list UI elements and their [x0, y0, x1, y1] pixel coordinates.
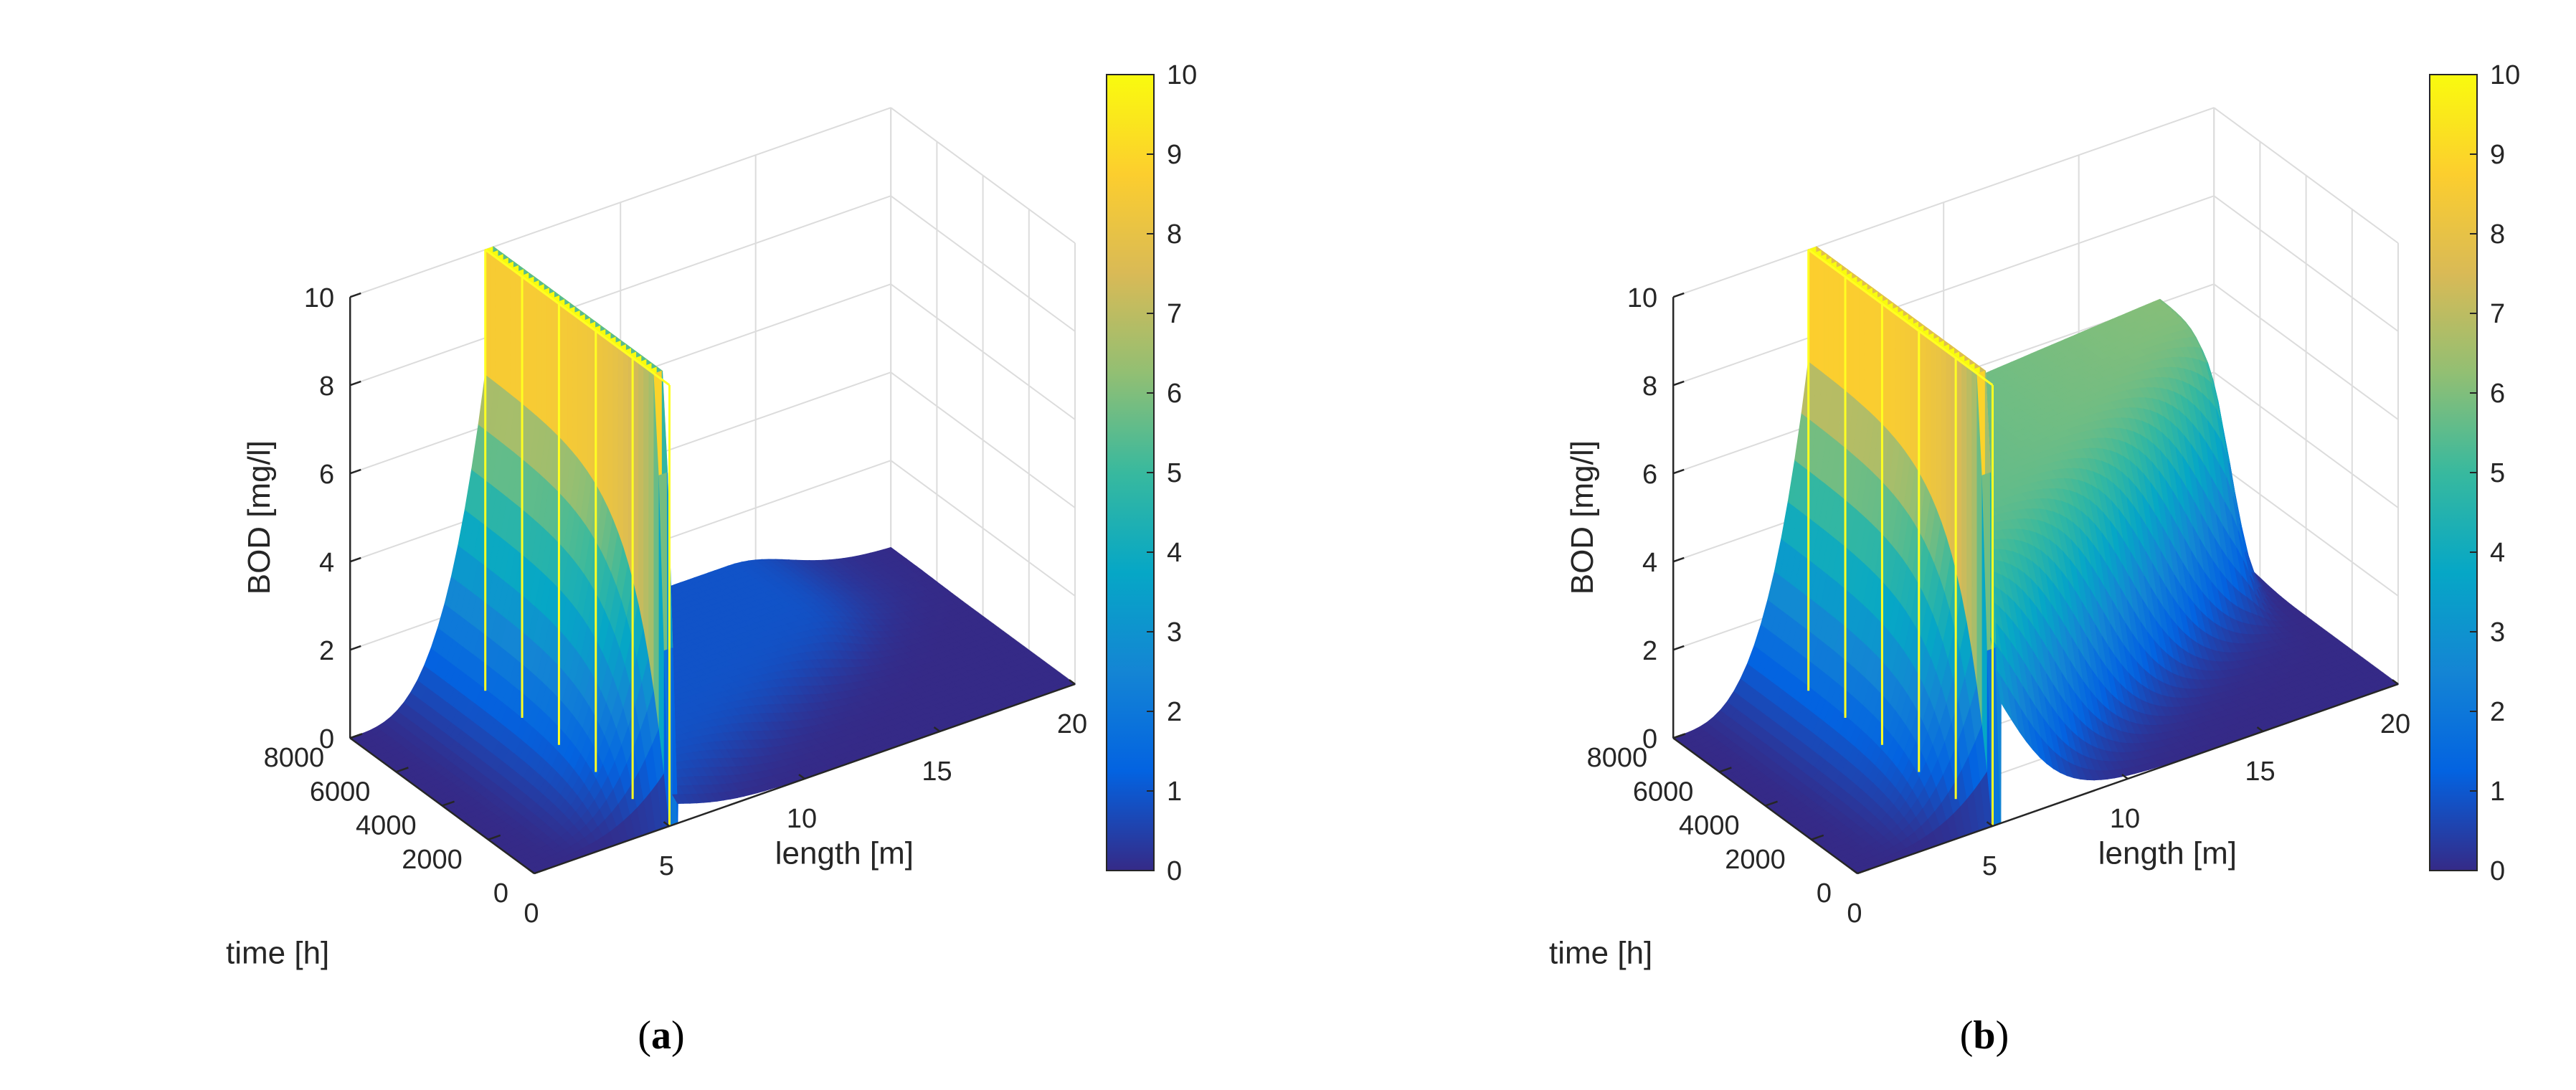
y-axis-label: time [h] — [226, 936, 329, 971]
surface-patch — [505, 264, 512, 395]
x-tick-label: 20 — [1057, 709, 1087, 739]
x-tick-label: 5 — [659, 851, 674, 881]
z-axis-label: BOD [mg/l] — [242, 440, 277, 594]
z-tick — [349, 556, 361, 563]
surface-patch — [1854, 283, 1860, 404]
surface-patch — [1823, 260, 1829, 378]
surface-patch — [1885, 305, 1891, 434]
surface-patch — [1859, 286, 1865, 408]
colorbar-tick-label: 2 — [1167, 697, 1182, 727]
surface-patch — [562, 305, 568, 446]
colorbar-tick-label: 6 — [1167, 379, 1182, 409]
surface-patch — [1905, 320, 1912, 460]
surface-patch — [1838, 271, 1845, 390]
panel-b-surface — [1672, 246, 2400, 874]
colorbar-tick-label: 9 — [1167, 140, 1182, 170]
surface-patch — [1910, 323, 1917, 468]
z-tick-label: 4 — [319, 548, 334, 578]
z-tick-label: 2 — [319, 636, 334, 666]
surface-patch — [582, 320, 589, 473]
z-tick-label: 10 — [304, 283, 334, 313]
z-tick — [349, 292, 361, 298]
colorbar-tick-label: 3 — [1167, 617, 1182, 648]
surface-patch — [633, 358, 640, 603]
panel-a-caption: (a) — [638, 1013, 684, 1058]
colorbar-tick-label: 10 — [1167, 60, 1197, 90]
surface-patch — [1900, 316, 1906, 452]
surface-patch — [531, 283, 537, 417]
panel-a-surface — [349, 246, 1076, 874]
surface-patch — [495, 256, 501, 387]
x-tick-label: 0 — [524, 899, 539, 929]
surface-patch — [597, 331, 604, 497]
surface-patch — [1818, 256, 1824, 374]
x-axis-label: length [m] — [775, 836, 914, 871]
surface-patch — [1828, 264, 1835, 382]
surface-patch — [541, 290, 547, 426]
surface-patch — [572, 313, 578, 458]
surface-patch — [622, 350, 630, 563]
surface-patch — [1869, 293, 1875, 417]
panel-b: 0 5 10 15 20 0 2000 4000 6000 8000 0 2 4… — [1549, 60, 2520, 1058]
surface-patch — [1895, 313, 1901, 446]
surface-patch — [551, 298, 558, 435]
surface-patch — [515, 271, 522, 404]
z-tick — [349, 468, 361, 475]
panel-a: 0 5 10 15 20 0 2000 4000 6000 8000 0 2 4… — [226, 60, 1197, 1058]
surface-patch — [617, 346, 624, 546]
surface-patch — [1864, 290, 1870, 412]
x-tick-label: 10 — [787, 804, 817, 834]
surface-patch — [587, 323, 594, 480]
colorbar-tick-label: 1 — [1167, 777, 1182, 807]
surface-patch — [602, 335, 609, 507]
y-tick-label: 0 — [493, 878, 508, 909]
z-tick-label: 6 — [319, 460, 334, 490]
surface-patch — [1890, 308, 1896, 440]
y-tick-label: 4000 — [356, 811, 417, 841]
surface-patch — [1849, 279, 1855, 399]
surface-patch — [1813, 252, 1819, 370]
surface-patch — [536, 286, 542, 421]
z-tick — [349, 645, 361, 651]
y-tick-label: 8000 — [264, 743, 325, 773]
surface-patch — [546, 293, 553, 430]
colorbar-tick-label: 5 — [1167, 458, 1182, 488]
surface-patch — [510, 267, 517, 399]
colorbar-tick-label: 4 — [1167, 538, 1182, 568]
x-tick-label: 15 — [922, 757, 952, 787]
surface-patch — [490, 252, 496, 383]
surface-patch — [612, 343, 619, 531]
colorbar-tick-label: 7 — [1167, 299, 1182, 329]
surface-patch — [1921, 331, 1927, 485]
surface-patch — [638, 361, 645, 628]
surface-patch — [1874, 298, 1881, 422]
colorbar-tick-label: 8 — [1167, 219, 1182, 250]
z-tick-label: 0 — [319, 724, 334, 754]
surface-patch — [607, 338, 614, 518]
surface-patch — [648, 369, 655, 691]
y-tick-label: 2000 — [402, 845, 463, 875]
colorbar-tick-label: 0 — [1167, 856, 1182, 886]
surface-patch — [577, 316, 583, 465]
surface-patch — [526, 279, 532, 412]
z-tick-label: 8 — [319, 371, 334, 402]
surface-patch — [500, 260, 506, 392]
surface-patch — [567, 308, 573, 452]
surface-patch — [1833, 267, 1840, 387]
panel-a-z-ticks: 0 2 4 6 8 10 — [304, 283, 334, 754]
z-tick — [349, 380, 361, 387]
y-tick-label: 6000 — [310, 777, 371, 807]
surface-patch — [643, 365, 650, 657]
